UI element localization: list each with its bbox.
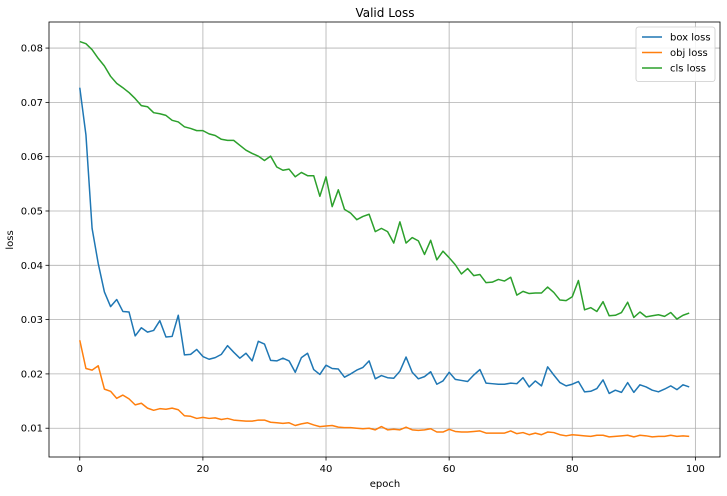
y-tick-label: 0.06 [21, 152, 43, 163]
legend: box loss obj loss cls loss [635, 26, 716, 82]
legend-label-cls-loss: cls loss [670, 64, 706, 75]
y-tick-label: 0.04 [21, 261, 43, 272]
plot-frame [48, 21, 721, 458]
x-tick-label: 20 [197, 464, 210, 475]
series-line-cls-loss [79, 40, 690, 320]
y-axis: 0.01 0.02 0.03 0.04 0.05 0.06 0.07 0.08 [21, 44, 49, 435]
x-tick-label: 100 [686, 464, 705, 475]
x-axis: 0 20 40 60 80 100 [77, 457, 705, 475]
x-tick-label: 80 [566, 464, 579, 475]
x-tick-label: 0 [77, 464, 83, 475]
y-tick-label: 0.07 [21, 98, 43, 109]
x-tick-label: 40 [320, 464, 333, 475]
y-tick-label: 0.02 [21, 369, 43, 380]
x-tick-label: 60 [443, 464, 456, 475]
y-tick-label: 0.05 [21, 206, 43, 217]
legend-label-obj-loss: obj loss [670, 48, 708, 59]
x-axis-title: epoch [370, 479, 400, 490]
y-tick-label: 0.03 [21, 315, 43, 326]
series-layer [79, 40, 690, 438]
legend-label-box-loss: box loss [670, 33, 711, 44]
grid [49, 22, 720, 457]
y-axis-title: loss [5, 230, 16, 249]
series-line-obj-loss [79, 340, 690, 438]
y-tick-label: 0.08 [21, 44, 43, 55]
chart-title: Valid Loss [355, 6, 414, 20]
series-line-box-loss [79, 87, 690, 395]
y-tick-label: 0.01 [21, 424, 43, 435]
